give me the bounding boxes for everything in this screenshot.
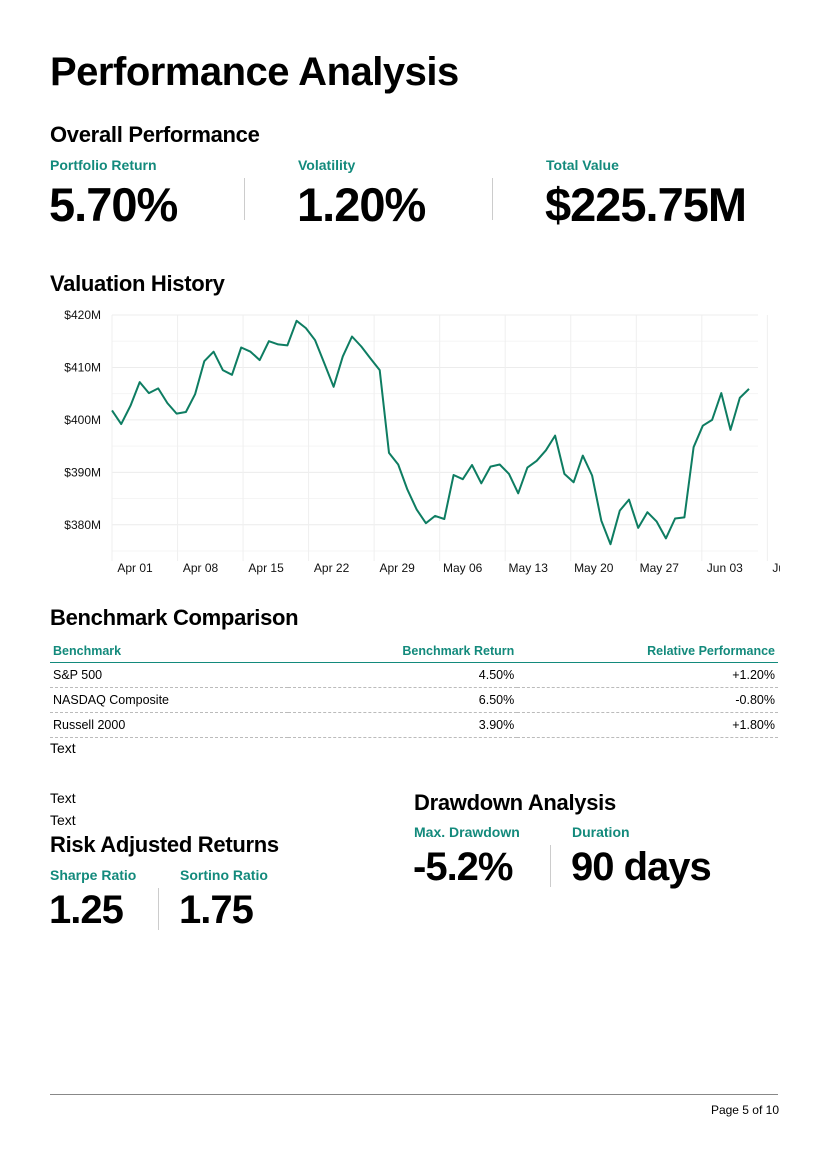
x-tick-label: Apr 22 xyxy=(314,561,350,575)
x-tick-label: May 27 xyxy=(640,561,680,575)
table-row: NASDAQ Composite 6.50% -0.80% xyxy=(50,687,778,713)
x-tick-label: May 20 xyxy=(574,561,614,575)
sharpe-ratio-value: 1.25 xyxy=(49,888,124,932)
benchmark-return: 3.90% xyxy=(287,712,518,738)
volatility-value: 1.20% xyxy=(297,178,426,231)
max-drawdown-label: Max. Drawdown xyxy=(414,824,520,840)
relative-performance: +1.80% xyxy=(517,712,778,738)
y-tick-label: $400M xyxy=(64,413,101,427)
placeholder-text: Text xyxy=(50,812,76,828)
benchmark-comparison-heading: Benchmark Comparison xyxy=(50,605,299,630)
duration-value: 90 days xyxy=(571,845,712,889)
portfolio-return-value: 5.70% xyxy=(49,178,178,231)
x-tick-label: Jun 03 xyxy=(707,561,743,575)
benchmark-name: Russell 2000 xyxy=(50,712,288,738)
y-tick-label: $420M xyxy=(64,308,101,322)
sortino-ratio-label: Sortino Ratio xyxy=(180,867,268,883)
total-value-label: Total Value xyxy=(546,157,619,173)
relative-performance: -0.80% xyxy=(517,687,778,713)
x-tick-label: Apr 01 xyxy=(117,561,153,575)
benchmark-return: 4.50% xyxy=(287,662,518,688)
benchmark-table: Benchmark Benchmark Return Relative Perf… xyxy=(50,640,778,738)
benchmark-name: S&P 500 xyxy=(50,662,288,688)
x-tick-label: May 13 xyxy=(509,561,549,575)
divider xyxy=(492,178,493,220)
placeholder-text: Text xyxy=(50,740,76,756)
page-title: Performance Analysis xyxy=(50,50,459,94)
column-header-benchmark-return: Benchmark Return xyxy=(287,640,518,663)
x-tick-label: Apr 08 xyxy=(183,561,219,575)
y-tick-label: $410M xyxy=(64,360,101,374)
x-tick-label: Apr 29 xyxy=(379,561,415,575)
x-tick-label: Jun 10 xyxy=(772,561,780,575)
divider xyxy=(550,845,551,887)
page-number: Page 5 of 10 xyxy=(710,1103,779,1117)
risk-adjusted-returns-heading: Risk Adjusted Returns xyxy=(50,832,279,857)
divider xyxy=(158,888,159,930)
overall-performance-heading: Overall Performance xyxy=(50,122,260,147)
benchmark-name: NASDAQ Composite xyxy=(50,687,288,713)
duration-label: Duration xyxy=(572,824,630,840)
portfolio-return-label: Portfolio Return xyxy=(50,157,157,173)
footer-divider xyxy=(50,1094,778,1095)
sharpe-ratio-label: Sharpe Ratio xyxy=(50,867,137,883)
volatility-label: Volatility xyxy=(298,157,356,173)
valuation-history-heading: Valuation History xyxy=(50,271,225,296)
drawdown-analysis-heading: Drawdown Analysis xyxy=(414,790,616,815)
table-row: S&P 500 4.50% +1.20% xyxy=(50,662,778,688)
x-tick-label: Apr 15 xyxy=(248,561,284,575)
valuation-line-chart: Apr 01 Apr 08 Apr 15 Apr 22 Apr 29 May 06 May … xyxy=(64,308,780,575)
sortino-ratio-value: 1.75 xyxy=(179,888,254,932)
divider xyxy=(244,178,245,220)
y-tick-label: $390M xyxy=(64,465,101,479)
benchmark-return: 6.50% xyxy=(287,687,518,713)
x-tick-label: May 06 xyxy=(443,561,483,575)
y-tick-label: $380M xyxy=(64,518,101,532)
valuation-series-line xyxy=(111,319,750,546)
table-row: Russell 2000 3.90% +1.80% xyxy=(50,712,778,738)
column-header-benchmark: Benchmark xyxy=(50,640,288,663)
relative-performance: +1.20% xyxy=(517,662,778,688)
placeholder-text: Text xyxy=(50,790,76,806)
max-drawdown-value: -5.2% xyxy=(413,845,513,889)
total-value-value: $225.75M xyxy=(545,178,747,231)
column-header-relative-performance: Relative Performance xyxy=(517,640,778,663)
